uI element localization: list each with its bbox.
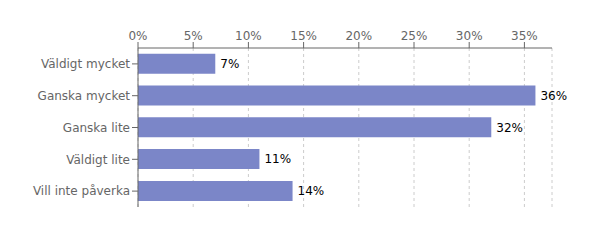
svg-text:7%: 7%	[220, 57, 239, 71]
svg-text:5%: 5%	[184, 29, 203, 43]
svg-text:32%: 32%	[496, 121, 523, 135]
svg-text:25%: 25%	[401, 29, 428, 43]
svg-text:15%: 15%	[290, 29, 317, 43]
svg-text:11%: 11%	[264, 152, 291, 166]
svg-text:20%: 20%	[345, 29, 372, 43]
svg-text:36%: 36%	[540, 89, 567, 103]
svg-text:35%: 35%	[511, 29, 538, 43]
svg-text:0%: 0%	[128, 29, 147, 43]
svg-text:Ganska lite: Ganska lite	[63, 121, 130, 135]
svg-text:Ganska mycket: Ganska mycket	[38, 89, 131, 103]
svg-text:14%: 14%	[298, 184, 325, 198]
svg-text:Vill inte påverka: Vill inte påverka	[33, 184, 130, 198]
svg-text:Väldigt lite: Väldigt lite	[66, 153, 130, 167]
svg-text:10%: 10%	[235, 29, 262, 43]
svg-text:30%: 30%	[456, 29, 483, 43]
svg-text:Väldigt mycket: Väldigt mycket	[41, 57, 130, 71]
